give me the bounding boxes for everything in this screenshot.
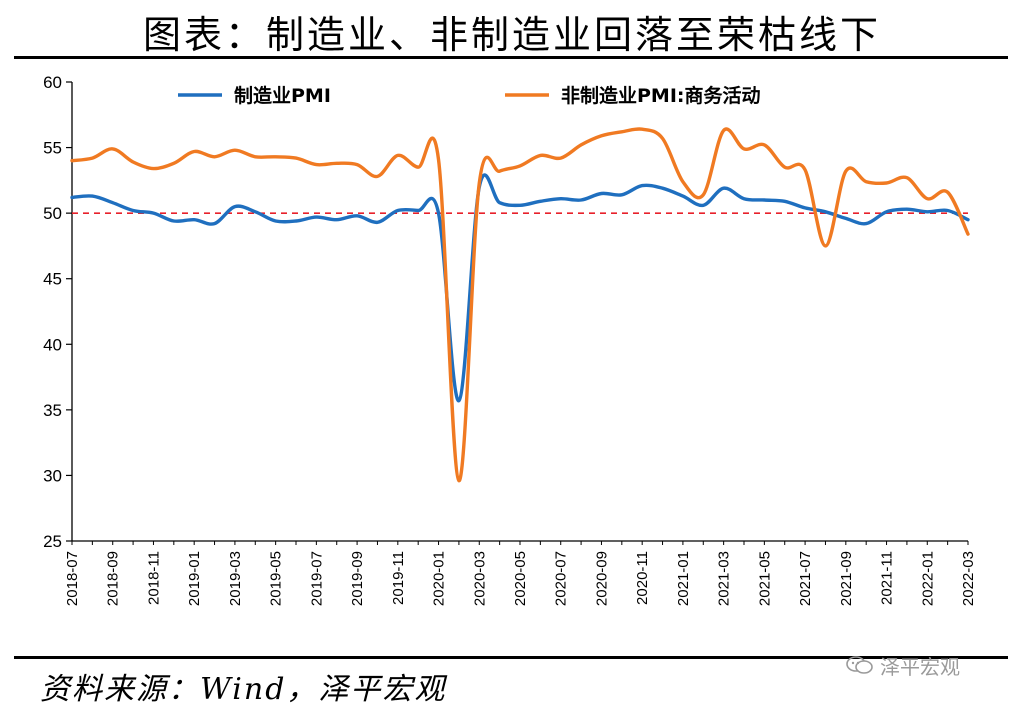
x-tick-label: 2018-07 bbox=[64, 551, 81, 606]
source-note: 资料来源：Wind，泽平宏观 bbox=[40, 672, 447, 707]
x-tick-label: 2021-09 bbox=[838, 551, 855, 606]
x-tick-label: 2021-05 bbox=[756, 551, 773, 606]
x-tick-label: 2019-09 bbox=[349, 551, 366, 606]
y-tick-label: 25 bbox=[43, 532, 62, 551]
x-tick-label: 2018-09 bbox=[105, 551, 122, 606]
x-tick-label: 2020-05 bbox=[512, 551, 529, 606]
x-tick-label: 2021-03 bbox=[716, 551, 733, 606]
y-tick-label: 60 bbox=[43, 73, 62, 92]
x-tick-label: 2019-11 bbox=[390, 551, 407, 605]
x-tick-label: 2022-03 bbox=[960, 551, 977, 606]
x-tick-label: 2020-11 bbox=[634, 551, 651, 605]
top-rule bbox=[14, 56, 1008, 59]
x-tick-label: 2020-03 bbox=[471, 551, 488, 606]
x-tick-label: 2020-07 bbox=[553, 551, 570, 606]
series-group bbox=[70, 127, 970, 483]
chart-title: 图表：制造业、非制造业回落至荣枯线下 bbox=[142, 13, 881, 57]
x-axis: 2018-07 2018-09 2018-11 2019-01 2019-03 2019-… bbox=[64, 540, 977, 606]
legend-label-non-manufacturing: 非制造业PMI:商务活动 bbox=[561, 84, 761, 107]
x-tick-label: 2019-07 bbox=[308, 551, 325, 606]
x-tick-label: 2022-01 bbox=[919, 551, 936, 606]
x-tick-label: 2021-07 bbox=[797, 551, 814, 606]
y-tick-label: 55 bbox=[43, 139, 62, 158]
y-tick-label: 35 bbox=[43, 401, 62, 420]
x-tick-label: 2019-01 bbox=[186, 551, 203, 606]
x-tick-label: 2020-01 bbox=[431, 551, 448, 606]
x-tick-label: 2021-11 bbox=[879, 551, 896, 605]
x-tick-label: 2018-11 bbox=[145, 551, 162, 605]
series-line-non-manufacturing bbox=[70, 127, 970, 483]
x-tick-label: 2021-01 bbox=[675, 551, 692, 606]
y-tick-label: 45 bbox=[43, 270, 62, 289]
bottom-rule bbox=[14, 656, 1008, 659]
legend-label-manufacturing: 制造业PMI bbox=[234, 84, 331, 107]
wechat-icon bbox=[846, 656, 873, 674]
x-tick-label: 2020-09 bbox=[593, 551, 610, 606]
watermark-text: 泽平宏观 bbox=[880, 654, 960, 679]
y-tick-label: 50 bbox=[43, 204, 62, 223]
watermark: 泽平宏观 bbox=[846, 650, 1006, 680]
y-axis: 25 30 35 40 45 50 55 60 bbox=[43, 73, 73, 551]
series-line-manufacturing bbox=[70, 173, 970, 403]
x-tick-label: 2019-03 bbox=[227, 551, 244, 606]
legend: 制造业PMI 非制造业PMI:商务活动 bbox=[178, 84, 761, 107]
x-tick-label: 2019-05 bbox=[268, 551, 285, 606]
y-tick-label: 30 bbox=[43, 466, 62, 485]
y-tick-label: 40 bbox=[43, 335, 62, 354]
